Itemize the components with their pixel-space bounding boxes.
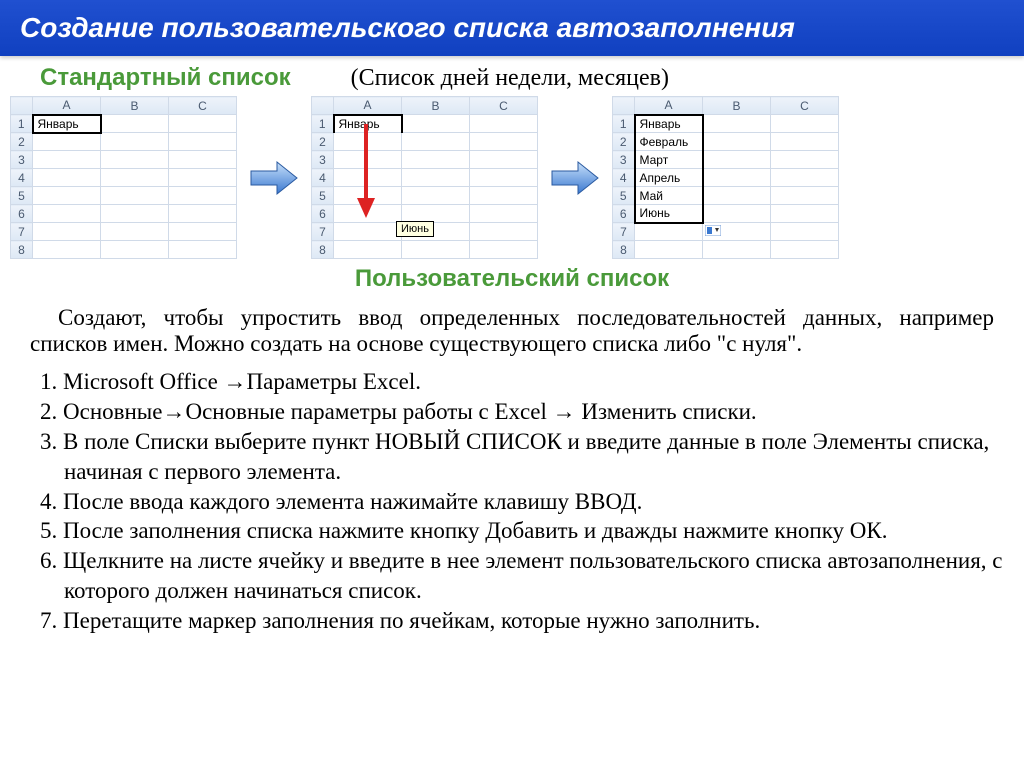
paren-description: (Список дней недели, месяцев) <box>351 65 669 92</box>
step-item: 1. Microsoft Office →Параметры Excel. <box>40 367 1008 397</box>
step-item: 7. Перетащите маркер заполнения по ячейк… <box>40 606 1008 636</box>
drag-arrow-icon <box>351 124 381 220</box>
col-header-A: A <box>33 97 101 115</box>
row-header: 1 <box>11 115 33 133</box>
excel-grid-2: ABC 1Январь 2 3 4 5 6 7Июнь 8 <box>311 96 538 259</box>
cell-A4: Апрель <box>635 169 703 187</box>
autofill-options-icon <box>705 225 721 236</box>
step-item: 5. После заполнения списка нажмите кнопк… <box>40 516 1008 546</box>
subheader-row: Стандартный список (Список дней недели, … <box>0 56 1024 96</box>
excel-grid-2-wrap: ABC 1Январь 2 3 4 5 6 7Июнь 8 <box>311 96 538 259</box>
cell-A1: Январь <box>635 115 703 133</box>
user-list-label: Пользовательский список <box>0 265 1024 293</box>
arrow-right-icon <box>550 158 600 198</box>
body-paragraph: Создают, чтобы упростить ввод определенн… <box>0 293 1024 365</box>
excel-grid-3-wrap: ABC 1Январь 2Февраль 3Март 4Апрель 5Май … <box>612 96 839 259</box>
col-header-C: C <box>169 97 237 115</box>
arrow-right-icon <box>249 158 299 198</box>
drag-tooltip: Июнь <box>396 221 434 237</box>
cell-A6: Июнь <box>635 205 703 223</box>
step-item: 3. В поле Списки выберите пункт НОВЫЙ СП… <box>40 427 1008 487</box>
standard-list-label: Стандартный список <box>40 64 291 92</box>
page-title-bar: Создание пользовательского списка автоза… <box>0 0 1024 56</box>
step-item: 6. Щелкните на листе ячейку и введите в … <box>40 546 1008 606</box>
col-header-B: B <box>101 97 169 115</box>
cell-A1: Январь <box>33 115 101 133</box>
excel-illustration-row: ABC 1Январь 2 3 4 5 6 7 8 ABC 1Январь 2 … <box>0 96 1024 259</box>
cell-A2: Февраль <box>635 133 703 151</box>
excel-grid-1: ABC 1Январь 2 3 4 5 6 7 8 <box>10 96 237 259</box>
steps-list: 1. Microsoft Office →Параметры Excel. 2.… <box>0 365 1024 636</box>
step-item: 4. После ввода каждого элемента нажимайт… <box>40 487 1008 517</box>
cell-A5: Май <box>635 187 703 205</box>
excel-grid-3: ABC 1Январь 2Февраль 3Март 4Апрель 5Май … <box>612 96 839 259</box>
cell-A3: Март <box>635 151 703 169</box>
page-title: Создание пользовательского списка автоза… <box>20 12 795 43</box>
step-item: 2. Основные→Основные параметры работы с … <box>40 397 1008 427</box>
